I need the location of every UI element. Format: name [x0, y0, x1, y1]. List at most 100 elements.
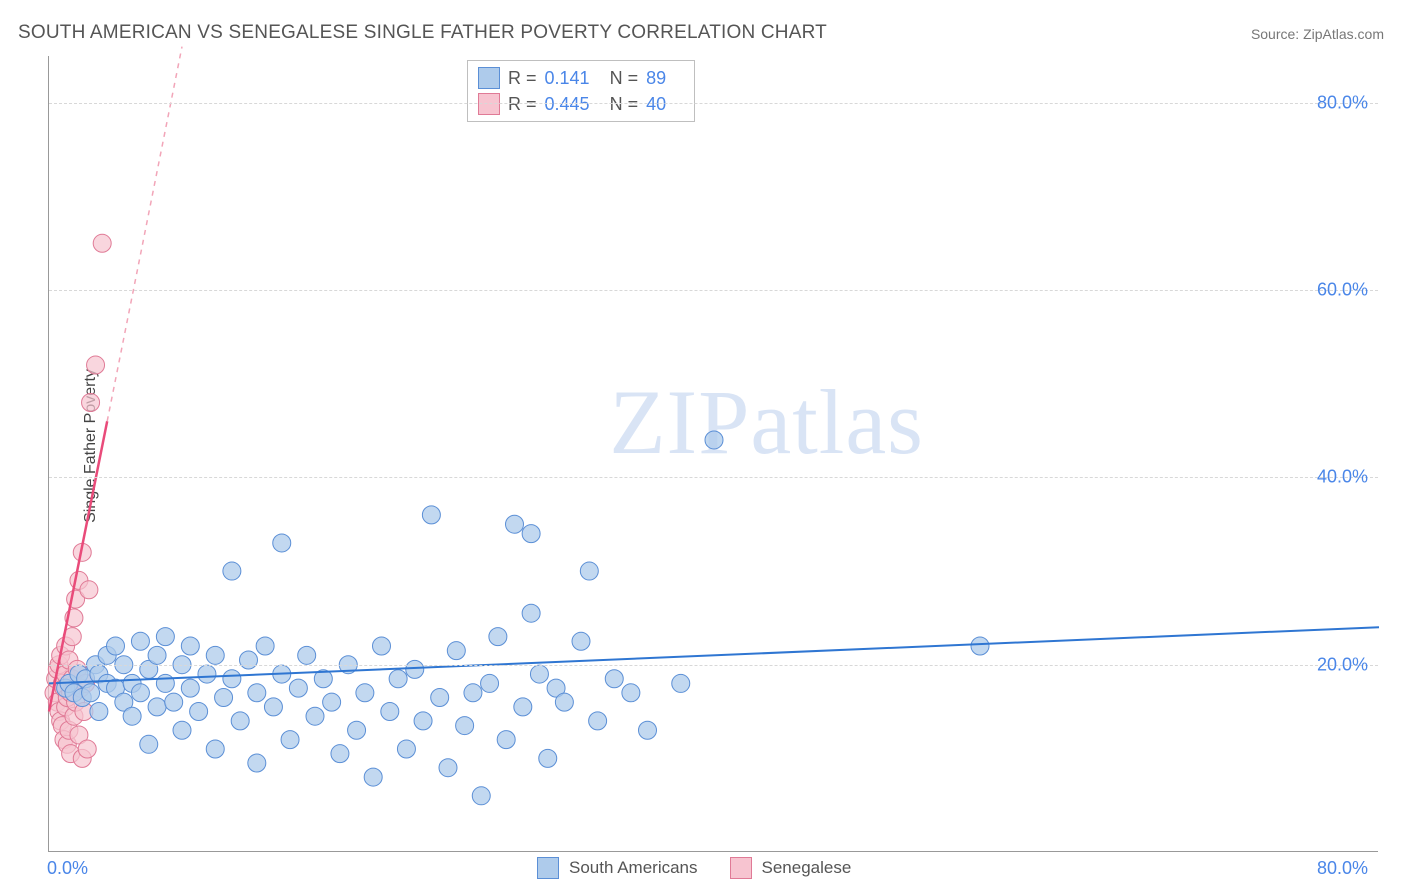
plot-area: ZIPatlas R =0.141N =89R =0.445N =40 Sout… — [48, 56, 1378, 852]
data-point — [264, 698, 282, 716]
data-point — [622, 684, 640, 702]
y-tick-label: 60.0% — [1317, 280, 1368, 301]
data-point — [206, 740, 224, 758]
data-point — [281, 731, 299, 749]
data-point — [414, 712, 432, 730]
data-point — [156, 674, 174, 692]
data-point — [705, 431, 723, 449]
data-point — [107, 637, 125, 655]
data-point — [356, 684, 374, 702]
data-point — [165, 693, 183, 711]
r-label: R = — [508, 65, 537, 91]
data-point — [173, 721, 191, 739]
legend-label: South Americans — [569, 858, 698, 878]
data-point — [140, 735, 158, 753]
data-point — [381, 703, 399, 721]
data-point — [156, 628, 174, 646]
data-point — [248, 684, 266, 702]
data-point — [522, 525, 540, 543]
data-point — [240, 651, 258, 669]
data-point — [672, 674, 690, 692]
data-point — [223, 562, 241, 580]
data-point — [131, 684, 149, 702]
data-point — [364, 768, 382, 786]
data-point — [522, 604, 540, 622]
data-point — [489, 628, 507, 646]
data-point — [422, 506, 440, 524]
x-tick-label: 80.0% — [1317, 858, 1368, 879]
data-point — [248, 754, 266, 772]
legend-label: Senegalese — [762, 858, 852, 878]
gridline — [49, 665, 1378, 666]
data-point — [90, 703, 108, 721]
chart-svg — [49, 56, 1378, 851]
data-point — [131, 632, 149, 650]
data-point — [148, 646, 166, 664]
stat-legend-row: R = 0.141 N = 89 — [478, 65, 678, 91]
data-point — [223, 670, 241, 688]
n-label: N = — [610, 91, 639, 117]
bottom-legend: South Americans Senegalese — [537, 857, 873, 879]
x-tick-label: 0.0% — [47, 858, 88, 879]
n-value: 40 — [646, 91, 666, 117]
y-tick-label: 20.0% — [1317, 654, 1368, 675]
data-point — [273, 534, 291, 552]
data-point — [82, 393, 100, 411]
data-point — [206, 646, 224, 664]
data-point — [181, 637, 199, 655]
data-point — [397, 740, 415, 758]
data-point — [447, 642, 465, 660]
data-point — [373, 637, 391, 655]
data-point — [439, 759, 457, 777]
data-point — [198, 665, 216, 683]
source-label: Source: ZipAtlas.com — [1251, 26, 1384, 42]
data-point — [78, 740, 96, 758]
data-point — [472, 787, 490, 805]
data-point — [331, 745, 349, 763]
data-point — [580, 562, 598, 580]
data-point — [123, 707, 141, 725]
data-point — [215, 688, 233, 706]
gridline — [49, 290, 1378, 291]
data-point — [306, 707, 324, 725]
chart-title: SOUTH AMERICAN VS SENEGALESE SINGLE FATH… — [18, 22, 827, 44]
y-tick-label: 40.0% — [1317, 467, 1368, 488]
data-point — [481, 674, 499, 692]
data-point — [87, 356, 105, 374]
data-point — [555, 693, 573, 711]
data-point — [589, 712, 607, 730]
data-point — [181, 679, 199, 697]
legend-swatch — [730, 857, 752, 879]
y-tick-label: 80.0% — [1317, 92, 1368, 113]
r-value: 0.445 — [545, 91, 590, 117]
n-label: N = — [610, 65, 639, 91]
data-point — [323, 693, 341, 711]
data-point — [514, 698, 532, 716]
n-value: 89 — [646, 65, 666, 91]
data-point — [298, 646, 316, 664]
stat-legend-row: R = 0.445 N = 40 — [478, 91, 678, 117]
stat-legend: R = 0.141 N = 89 R = 0.445 N = 40 — [467, 60, 695, 122]
data-point — [190, 703, 208, 721]
data-point — [389, 670, 407, 688]
data-point — [605, 670, 623, 688]
data-point — [80, 581, 98, 599]
data-point — [93, 234, 111, 252]
data-point — [348, 721, 366, 739]
data-point — [148, 698, 166, 716]
gridline — [49, 103, 1378, 104]
data-point — [506, 515, 524, 533]
legend-swatch — [478, 67, 500, 89]
data-point — [497, 731, 515, 749]
r-label: R = — [508, 91, 537, 117]
data-point — [256, 637, 274, 655]
data-point — [82, 684, 100, 702]
data-point — [456, 717, 474, 735]
legend-swatch — [478, 93, 500, 115]
data-point — [639, 721, 657, 739]
data-point — [530, 665, 548, 683]
data-point — [572, 632, 590, 650]
data-point — [289, 679, 307, 697]
data-point — [406, 660, 424, 678]
r-value: 0.141 — [545, 65, 590, 91]
